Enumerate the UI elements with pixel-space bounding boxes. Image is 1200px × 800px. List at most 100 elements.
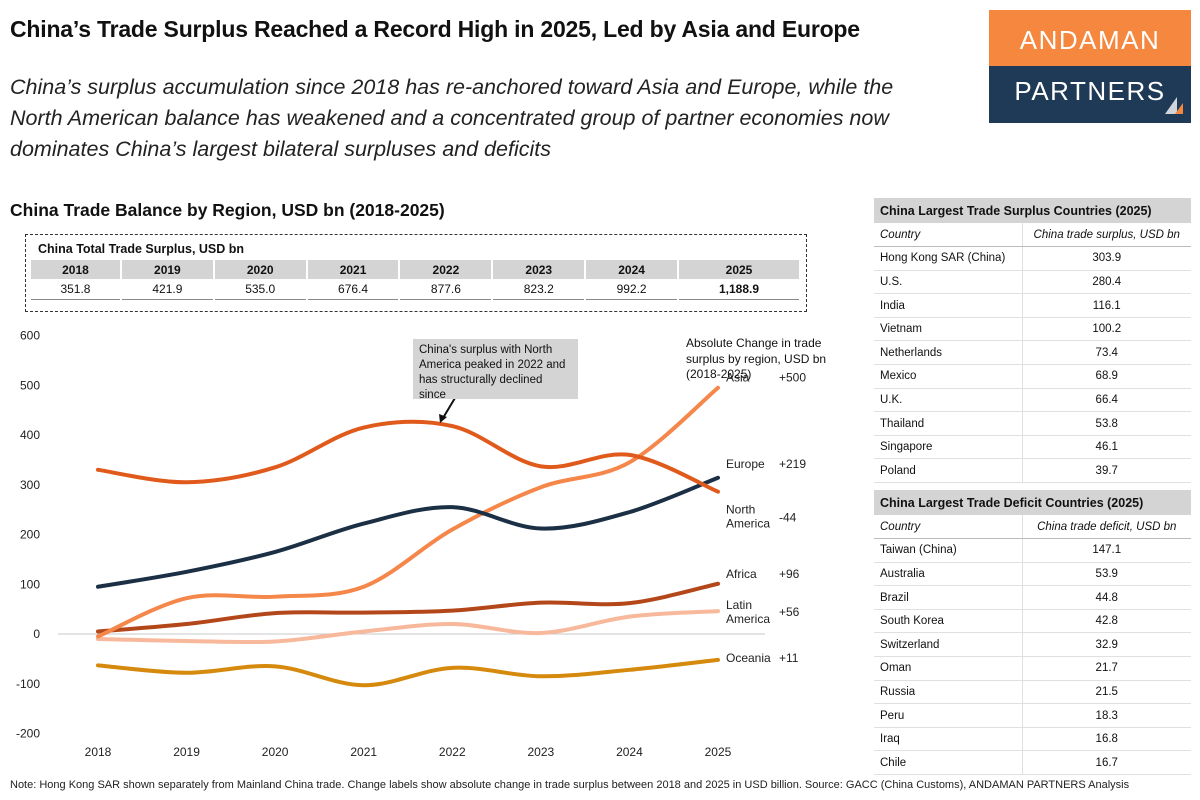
deficit-table-row: Oman 21.7: [874, 656, 1191, 681]
surplus-table: China Largest Trade Surplus Countries (2…: [874, 198, 1191, 484]
country-name: U.K.: [874, 388, 1023, 413]
deficit-table-row: Switzerland 32.9: [874, 632, 1191, 658]
country-name: Brazil: [874, 585, 1023, 610]
x-tick-label: 2019: [173, 745, 200, 759]
series-label: Oceania: [726, 651, 771, 665]
total-value: 877.6: [399, 279, 494, 300]
deficit-table-row: South Korea 42.8: [874, 609, 1191, 634]
series-line-oceania: [96, 657, 720, 688]
total-surplus-header-row: 2018 2019 2020 2021 2022 2023 2024 2025: [31, 260, 801, 279]
y-tick-label: 400: [20, 428, 40, 442]
country-name: Singapore: [874, 435, 1023, 460]
year-header: 2018: [31, 260, 122, 279]
total-value: 676.4: [306, 279, 401, 300]
surplus-table-row: India 116.1: [874, 293, 1191, 318]
surplus-table-row: Singapore 46.1: [874, 435, 1191, 460]
series-label: Europe: [726, 457, 765, 471]
deficit-table-row: Brazil 44.8: [874, 585, 1191, 610]
year-header: 2020: [213, 260, 308, 279]
surplus-col-value: China trade surplus, USD bn: [1022, 223, 1191, 248]
country-value: 68.9: [1022, 364, 1191, 389]
country-value: 21.5: [1022, 680, 1191, 705]
country-value: 32.9: [1022, 632, 1191, 658]
series-line-asia: [96, 385, 720, 639]
country-name: Hong Kong SAR (China): [874, 246, 1023, 271]
y-tick-label: -200: [16, 727, 40, 741]
y-tick-label: 200: [20, 528, 40, 542]
total-surplus-value-row: 351.8 421.9 535.0 676.4 877.6 823.2 992.…: [31, 279, 801, 300]
country-name: South Korea: [874, 609, 1023, 634]
country-value: 16.8: [1022, 727, 1191, 752]
surplus-table-row: Thailand 53.8: [874, 411, 1191, 436]
y-tick-label: 600: [20, 329, 40, 343]
deficit-table-title: China Largest Trade Deficit Countries (2…: [874, 490, 1191, 515]
country-value: 53.8: [1022, 411, 1191, 436]
x-tick-label: 2022: [439, 745, 466, 759]
total-surplus-box: China Total Trade Surplus, USD bn 2018 2…: [25, 234, 807, 312]
series-line-africa: [96, 581, 720, 634]
deficit-table: China Largest Trade Deficit Countries (2…: [874, 490, 1191, 776]
deficit-table-row: Iraq 16.8: [874, 727, 1191, 752]
country-name: Switzerland: [874, 632, 1023, 658]
country-value: 66.4: [1022, 388, 1191, 413]
series-change-label: +219: [779, 457, 806, 471]
country-value: 21.7: [1022, 656, 1191, 681]
country-name: Mexico: [874, 364, 1023, 389]
country-value: 73.4: [1022, 340, 1191, 366]
surplus-table-row: Mexico 68.9: [874, 364, 1191, 389]
x-tick-label: 2025: [705, 745, 732, 759]
footnote: Note: Hong Kong SAR shown separately fro…: [10, 779, 1130, 791]
page-title: China’s Trade Surplus Reached a Record H…: [10, 16, 860, 42]
country-value: 18.3: [1022, 703, 1191, 728]
country-value: 280.4: [1022, 270, 1191, 295]
surplus-table-row: Hong Kong SAR (China) 303.9: [874, 246, 1191, 271]
series-label: America: [726, 612, 770, 626]
logo-line2: PARTNERS: [1014, 76, 1166, 106]
year-header: 2024: [585, 260, 680, 279]
surplus-table-row: Netherlands 73.4: [874, 340, 1191, 366]
logo-line1: ANDAMAN: [989, 10, 1191, 66]
country-name: Netherlands: [874, 340, 1023, 366]
total-value: 1,188.9: [678, 279, 801, 300]
y-tick-label: 300: [20, 478, 40, 492]
series-change-label: +56: [779, 605, 800, 619]
series-label: North: [726, 503, 755, 517]
x-tick-label: 2021: [350, 745, 377, 759]
y-tick-label: -100: [16, 677, 40, 691]
country-value: 39.7: [1022, 458, 1191, 484]
page-subtitle: China’s surplus accumulation since 2018 …: [10, 75, 894, 161]
total-surplus-title: China Total Trade Surplus, USD bn: [38, 242, 245, 256]
x-tick-label: 2023: [527, 745, 554, 759]
y-tick-label: 100: [20, 577, 40, 591]
total-value: 351.8: [31, 279, 122, 300]
year-header: 2022: [399, 260, 494, 279]
year-header: 2019: [120, 260, 215, 279]
total-value: 421.9: [120, 279, 215, 300]
deficit-table-row: Taiwan (China) 147.1: [874, 538, 1191, 563]
year-header: 2025: [678, 260, 801, 279]
surplus-table-row: U.K. 66.4: [874, 388, 1191, 413]
country-name: U.S.: [874, 270, 1023, 295]
x-tick-label: 2018: [85, 745, 112, 759]
surplus-table-row: Poland 39.7: [874, 458, 1191, 484]
country-value: 116.1: [1022, 293, 1191, 318]
series-change-label: +11: [779, 651, 799, 665]
country-name: Australia: [874, 562, 1023, 587]
country-name: Thailand: [874, 411, 1023, 436]
country-value: 42.8: [1022, 609, 1191, 634]
series-label: Latin: [726, 598, 752, 612]
total-surplus-table: 2018 2019 2020 2021 2022 2023 2024 2025 …: [31, 260, 801, 300]
deficit-table-subheader: Country China trade deficit, USD bn: [874, 515, 1191, 540]
country-name: Oman: [874, 656, 1023, 681]
country-value: 44.8: [1022, 585, 1191, 610]
logo-mark-icon: [1165, 97, 1183, 114]
callout-box: China's surplus with North America peake…: [413, 339, 578, 401]
series-change-label: +500: [779, 371, 806, 385]
x-tick-label: 2024: [616, 745, 643, 759]
country-value: 303.9: [1022, 246, 1191, 271]
series-line-latin-america: [96, 609, 720, 645]
deficit-table-row: Chile 16.7: [874, 750, 1191, 776]
country-name: Russia: [874, 680, 1023, 705]
y-tick-label: 500: [20, 378, 40, 392]
surplus-col-country: Country: [874, 223, 1023, 248]
